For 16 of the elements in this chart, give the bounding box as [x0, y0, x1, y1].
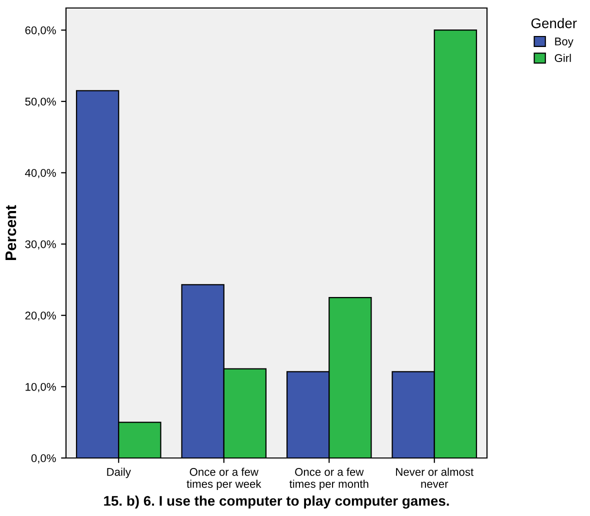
legend-label: Girl — [554, 54, 571, 62]
x-tick-label: Never or almost never — [396, 468, 474, 488]
y-tick-label: 40,0% — [25, 169, 56, 178]
y-tick-label: 30,0% — [25, 240, 56, 250]
text: 15. b) 6. I use the computer to play computer games. — [104, 496, 449, 509]
x-tick-label: Once or a few times per week — [186, 468, 262, 490]
y-tick-label: 0,0% — [31, 454, 56, 464]
y-tick-label: 50,0% — [25, 98, 56, 107]
x-tick-label: Daily — [107, 468, 131, 478]
y-tick-label: 20,0% — [25, 312, 56, 321]
legend-title: Gender — [531, 18, 577, 28]
y-tick-label: 60,0% — [25, 26, 56, 36]
y-tick-label: 10,0% — [26, 382, 56, 392]
legend-label: Boy — [555, 38, 574, 48]
x-tick-label: Once or a few times per month — [289, 468, 368, 490]
y-axis-title: Percent — [6, 205, 16, 260]
